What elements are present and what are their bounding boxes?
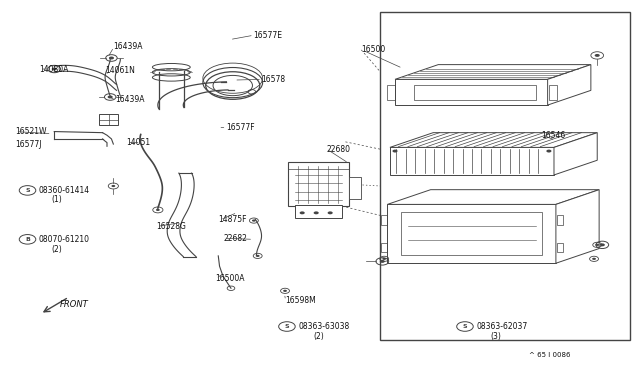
Text: B: B <box>25 237 30 242</box>
Text: 16439A: 16439A <box>115 95 145 104</box>
Text: 14875F: 14875F <box>218 215 247 224</box>
Text: S: S <box>285 324 289 329</box>
Text: 08360-61414: 08360-61414 <box>39 186 90 195</box>
Text: (2): (2) <box>52 245 63 254</box>
Text: 16500A: 16500A <box>215 274 244 283</box>
Text: 16598M: 16598M <box>285 296 316 305</box>
Bar <box>381 243 387 252</box>
Circle shape <box>595 54 600 57</box>
Circle shape <box>328 211 333 214</box>
Polygon shape <box>548 65 591 105</box>
Text: 16577E: 16577E <box>253 31 282 40</box>
Text: 16439A: 16439A <box>113 42 143 51</box>
Bar <box>557 243 563 252</box>
Bar <box>380 12 630 340</box>
Text: ^ 65 I 0086: ^ 65 I 0086 <box>529 352 570 358</box>
Polygon shape <box>390 147 554 175</box>
Text: 16528G: 16528G <box>157 222 186 231</box>
Circle shape <box>600 243 605 246</box>
Bar <box>549 85 557 100</box>
Text: 14051: 14051 <box>126 138 150 147</box>
Text: 16500: 16500 <box>362 45 385 54</box>
Circle shape <box>111 185 115 187</box>
Bar <box>99 114 118 125</box>
Text: (3): (3) <box>490 331 501 341</box>
Polygon shape <box>554 133 597 175</box>
Polygon shape <box>387 204 556 263</box>
Circle shape <box>300 211 305 214</box>
Text: 16577F: 16577F <box>226 123 255 132</box>
Bar <box>557 215 563 225</box>
Polygon shape <box>390 133 597 147</box>
Text: 14080A: 14080A <box>39 64 68 74</box>
Bar <box>294 205 342 218</box>
Circle shape <box>547 150 552 153</box>
Polygon shape <box>395 65 591 79</box>
Circle shape <box>283 290 287 292</box>
Circle shape <box>392 150 397 153</box>
Bar <box>288 162 349 206</box>
Circle shape <box>595 244 599 246</box>
Bar <box>349 177 362 199</box>
Text: 08363-63038: 08363-63038 <box>298 322 349 331</box>
Text: 08070-61210: 08070-61210 <box>39 235 90 244</box>
Text: FRONT: FRONT <box>60 300 88 309</box>
Polygon shape <box>387 190 599 204</box>
Circle shape <box>380 260 385 263</box>
Text: 16578: 16578 <box>262 75 285 84</box>
Circle shape <box>52 68 57 71</box>
Polygon shape <box>556 190 599 263</box>
Text: 16577J: 16577J <box>15 140 42 149</box>
Text: (1): (1) <box>52 195 63 205</box>
Text: 16546: 16546 <box>541 131 566 140</box>
Circle shape <box>108 96 113 99</box>
Text: 22682: 22682 <box>223 234 247 243</box>
Text: S: S <box>25 188 30 193</box>
Bar <box>401 212 542 255</box>
Bar <box>387 85 395 100</box>
Circle shape <box>156 209 160 211</box>
Text: 22680: 22680 <box>326 145 350 154</box>
Text: 08363-62037: 08363-62037 <box>476 322 527 331</box>
Bar <box>381 215 387 225</box>
Circle shape <box>314 211 319 214</box>
Circle shape <box>252 219 256 222</box>
Circle shape <box>109 57 114 60</box>
Text: 14061N: 14061N <box>105 65 135 75</box>
Circle shape <box>256 255 260 257</box>
Text: S: S <box>463 324 467 329</box>
Text: 16521W: 16521W <box>15 127 46 136</box>
Circle shape <box>592 258 596 260</box>
Text: (2): (2) <box>314 331 324 341</box>
Polygon shape <box>395 79 548 105</box>
Circle shape <box>382 258 386 260</box>
